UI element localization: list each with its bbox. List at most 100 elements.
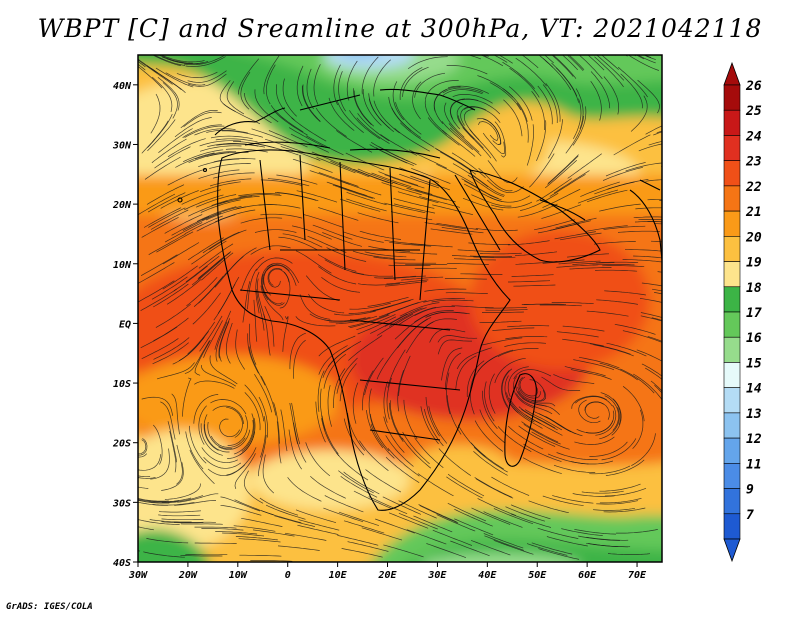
streamline (367, 296, 409, 307)
streamline (150, 448, 170, 480)
streamline (654, 292, 662, 295)
streamline (406, 187, 447, 201)
streamline (493, 55, 508, 63)
streamline (345, 152, 385, 171)
streamline (209, 163, 251, 169)
streamline (571, 395, 608, 409)
streamline (482, 132, 505, 155)
streamline (270, 105, 304, 133)
streamline (600, 392, 621, 425)
streamline (524, 409, 563, 431)
streamline (162, 242, 200, 265)
streamlines (138, 55, 662, 562)
streamline (594, 56, 624, 88)
streamline (202, 231, 240, 254)
streamline (529, 153, 555, 188)
streamline (150, 209, 189, 230)
streamline (273, 402, 281, 444)
streamline (235, 329, 245, 370)
colorbar-segment (723, 488, 741, 515)
streamline (383, 381, 388, 423)
streamline (605, 161, 646, 177)
streamline (273, 110, 308, 136)
streamline (630, 95, 648, 132)
streamline (389, 402, 404, 442)
streamline (601, 438, 637, 461)
streamline (318, 207, 359, 221)
streamline (418, 504, 457, 523)
streamline (138, 498, 169, 502)
streamline (509, 397, 542, 425)
streamline (402, 431, 430, 465)
streamline (602, 265, 645, 268)
streamline (568, 55, 585, 70)
streamline (138, 193, 176, 215)
streamline (542, 495, 584, 507)
colorbar-label: 18 (746, 281, 762, 296)
streamline (207, 421, 233, 450)
streamline (419, 196, 460, 208)
streamline (194, 542, 237, 544)
streamline (186, 276, 218, 307)
streamline (599, 203, 641, 212)
streamline (373, 59, 391, 97)
streamline (622, 330, 662, 343)
streamline (493, 508, 534, 525)
streamline (365, 469, 402, 493)
streamline (351, 271, 394, 277)
streamline (387, 448, 420, 477)
streamline (382, 496, 422, 515)
streamline (386, 377, 392, 420)
streamline (463, 106, 501, 123)
streamline (620, 368, 655, 394)
colorbar-label: 9 (746, 483, 754, 498)
streamline (306, 135, 344, 156)
streamline (244, 92, 272, 124)
streamline (590, 71, 611, 109)
streamline (519, 376, 539, 397)
streamline (392, 81, 405, 121)
streamline (169, 430, 177, 473)
streamline (432, 529, 473, 546)
streamline (200, 365, 236, 387)
colorbar-label: 22 (745, 180, 762, 195)
streamline (182, 124, 222, 138)
streamline (324, 495, 364, 513)
streamline (633, 55, 636, 57)
streamline (425, 396, 440, 437)
streamline (222, 532, 265, 537)
streamline (349, 110, 380, 140)
streamline (536, 120, 547, 162)
streamline (399, 173, 440, 189)
streamline (138, 60, 146, 68)
streamline (643, 55, 656, 60)
streamline (558, 260, 601, 265)
streamline (260, 376, 277, 416)
streamline (627, 55, 629, 56)
streamline (399, 302, 440, 317)
streamline (164, 214, 203, 234)
streamline (361, 527, 403, 541)
streamline (424, 222, 467, 230)
streamline (518, 406, 556, 429)
streamline (153, 283, 189, 308)
streamline (463, 183, 503, 202)
streamline (613, 134, 651, 156)
streamline (266, 262, 300, 284)
streamline (593, 344, 634, 357)
streamline (586, 225, 628, 232)
streamline (146, 538, 189, 544)
streamline (220, 504, 262, 516)
streamline (552, 55, 577, 79)
streamline (312, 224, 353, 240)
y-tick-label: 30S (112, 498, 131, 509)
streamline (226, 447, 257, 476)
streamline (456, 105, 475, 140)
streamline (161, 518, 204, 521)
streamline (511, 513, 551, 528)
streamline (162, 265, 198, 290)
streamline (315, 401, 326, 443)
streamline (254, 229, 297, 233)
streamline (276, 421, 282, 464)
streamline (234, 499, 274, 516)
